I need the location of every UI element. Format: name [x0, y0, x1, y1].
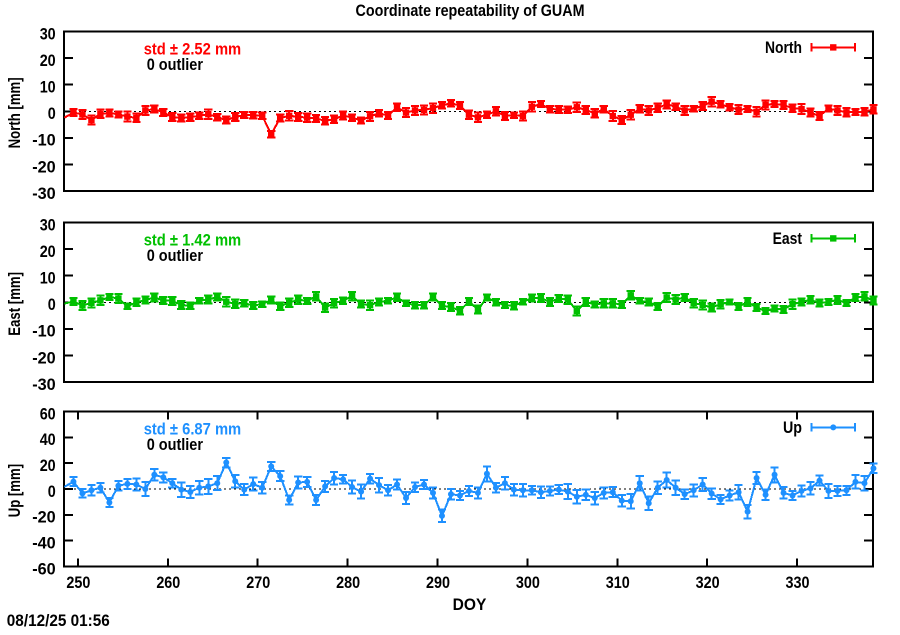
svg-text:30: 30 — [40, 215, 56, 234]
svg-text:30: 30 — [40, 24, 56, 43]
svg-text:0: 0 — [48, 295, 56, 314]
svg-text:330: 330 — [786, 573, 810, 592]
svg-text:std ± 1.42 mm: std ± 1.42 mm — [144, 231, 242, 250]
svg-text:20: 20 — [40, 51, 56, 70]
svg-text:std ± 2.52 mm: std ± 2.52 mm — [144, 40, 242, 59]
svg-text:260: 260 — [156, 573, 180, 592]
svg-text:10: 10 — [40, 269, 56, 288]
svg-text:North [mm]: North [mm] — [5, 77, 24, 148]
svg-text:60: 60 — [40, 404, 56, 423]
svg-text:-20: -20 — [32, 348, 56, 367]
svg-text:280: 280 — [336, 573, 360, 592]
svg-text:Up: Up — [783, 418, 802, 437]
svg-text:0: 0 — [48, 482, 56, 501]
svg-text:0 outlier: 0 outlier — [147, 55, 204, 74]
svg-text:10: 10 — [40, 78, 56, 97]
svg-text:320: 320 — [696, 573, 720, 592]
svg-text:East: East — [773, 229, 803, 248]
svg-text:DOY: DOY — [453, 595, 487, 614]
svg-text:-40: -40 — [32, 534, 56, 553]
svg-text:-30: -30 — [32, 184, 56, 203]
svg-text:0: 0 — [48, 104, 56, 123]
svg-text:290: 290 — [426, 573, 450, 592]
svg-text:0 outlier: 0 outlier — [147, 246, 204, 265]
svg-text:-10: -10 — [32, 322, 56, 341]
svg-text:-60: -60 — [32, 559, 56, 578]
svg-text:300: 300 — [516, 573, 540, 592]
svg-text:-20: -20 — [32, 157, 56, 176]
svg-text:Up [mm]: Up [mm] — [5, 464, 24, 517]
svg-text:40: 40 — [40, 430, 56, 449]
svg-text:270: 270 — [246, 573, 270, 592]
svg-text:Coordinate repeatability of GU: Coordinate repeatability of GUAM — [356, 1, 585, 20]
svg-text:20: 20 — [40, 242, 56, 261]
svg-text:250: 250 — [66, 573, 90, 592]
svg-text:0 outlier: 0 outlier — [147, 435, 204, 454]
svg-text:East [mm]: East [mm] — [5, 272, 24, 336]
svg-text:20: 20 — [40, 456, 56, 475]
svg-text:310: 310 — [606, 573, 630, 592]
svg-text:-10: -10 — [32, 131, 56, 150]
svg-text:std ± 6.87 mm: std ± 6.87 mm — [144, 420, 242, 439]
svg-text:North: North — [765, 38, 802, 57]
svg-text:-20: -20 — [32, 508, 56, 527]
svg-text:-30: -30 — [32, 375, 56, 394]
svg-text:08/12/25 01:56: 08/12/25 01:56 — [7, 611, 110, 630]
